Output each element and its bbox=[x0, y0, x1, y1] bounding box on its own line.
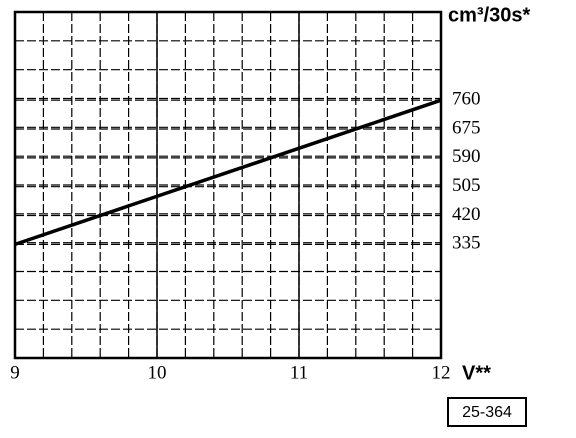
figure-code: 25-364 bbox=[462, 404, 512, 421]
y-tick-label: 760 bbox=[452, 89, 481, 110]
y-tick-label: 675 bbox=[452, 117, 481, 138]
data-line bbox=[14, 98, 442, 247]
y-tick-label: 590 bbox=[452, 146, 481, 167]
code-box bbox=[447, 397, 527, 427]
y-tick-label: 420 bbox=[452, 204, 481, 225]
x-tick-label: 12 bbox=[432, 362, 451, 383]
x-tick-label: 11 bbox=[290, 362, 308, 383]
y-axis-label: cm³/30s* bbox=[448, 4, 530, 26]
x-tick-label: 9 bbox=[10, 362, 20, 383]
x-tick-label: 10 bbox=[148, 362, 167, 383]
x-axis-label: V** bbox=[462, 362, 491, 384]
plot-frame bbox=[13, 10, 443, 360]
y-tick-label: 335 bbox=[452, 233, 481, 254]
y-tick-label: 505 bbox=[452, 175, 481, 196]
